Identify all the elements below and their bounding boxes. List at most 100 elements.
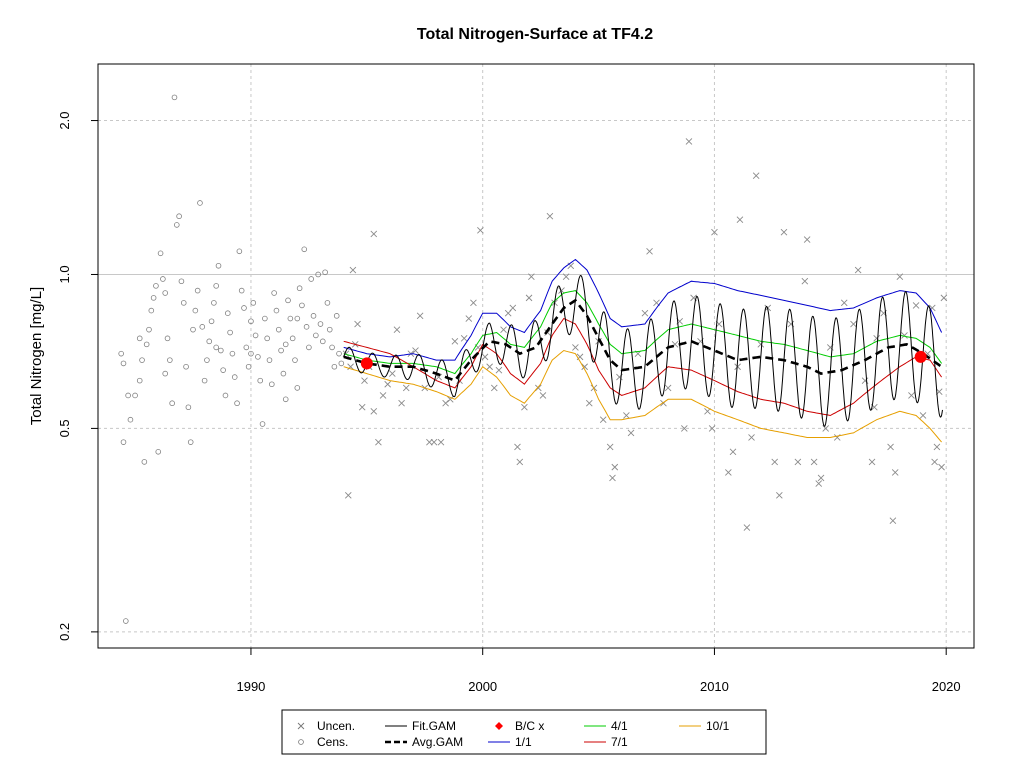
censored-point [231, 374, 238, 380]
censored-point [315, 271, 321, 278]
censored-point [213, 344, 219, 351]
censored-point [266, 357, 273, 363]
uncensored-point [539, 392, 547, 399]
uncensored-point [889, 517, 897, 524]
uncensored-point [822, 425, 830, 432]
uncensored-point [646, 247, 653, 255]
censored-point [132, 392, 138, 399]
censored-point [326, 326, 333, 333]
censored-point [338, 360, 345, 367]
censored-point [324, 300, 331, 306]
uncensored-point [736, 216, 744, 223]
curve-10-1 [343, 349, 942, 443]
plot-frame [97, 63, 975, 649]
uncensored-point [908, 392, 915, 399]
uncensored-point [623, 412, 630, 419]
censored-point [155, 449, 162, 455]
uncensored-point [776, 491, 783, 499]
uncensored-point [611, 463, 619, 471]
x-axis: 1990 2000 2010 2020 [236, 648, 961, 694]
uncensored-point [412, 347, 419, 354]
censored-point [224, 310, 231, 316]
censored-point [211, 300, 217, 306]
uncensored-point [451, 338, 459, 345]
censored-point [162, 370, 169, 377]
uncensored-point [460, 335, 468, 342]
censored-point [187, 439, 194, 445]
uncensored-point [801, 277, 809, 285]
uncensored-point [481, 353, 489, 361]
censored-point [275, 326, 282, 333]
y-tick-label: 0.5 [57, 419, 72, 437]
censored-point [280, 370, 287, 377]
uncensored-point [446, 395, 454, 403]
censored-point [310, 313, 317, 319]
censored-point [278, 347, 284, 354]
uncensored-point [398, 399, 405, 407]
curve-4-1 [343, 290, 943, 375]
uncensored-point [500, 326, 507, 333]
uncensored-point [868, 458, 876, 466]
censored-point [143, 341, 150, 348]
uncensored-point [919, 412, 927, 419]
censored-point [308, 276, 315, 282]
legend-box [281, 709, 767, 755]
censored-point [238, 287, 245, 294]
uncensored-point [803, 236, 811, 243]
uncensored-point [402, 384, 410, 392]
censored-point [141, 459, 148, 465]
uncensored-point [725, 469, 732, 476]
censored-point [199, 324, 206, 330]
uncensored-point [771, 458, 779, 466]
censored-point [229, 350, 236, 357]
censored-point [194, 287, 201, 294]
uncensored-point [349, 266, 357, 274]
censored-point [255, 354, 261, 360]
uncensored-point [854, 266, 862, 274]
censored-point [331, 363, 338, 370]
censored-point [197, 200, 203, 206]
uncensored-point [685, 138, 693, 145]
censored-point [333, 313, 340, 319]
uncensored-point [748, 434, 755, 441]
uncensored-point [354, 320, 361, 328]
baseline-point [914, 350, 927, 363]
uncensored-point [375, 438, 382, 446]
uncensored-point [599, 416, 607, 424]
censored-point [236, 248, 243, 255]
censored-point [285, 297, 291, 304]
censored-point [241, 305, 247, 311]
uncensored-points [342, 138, 948, 531]
censored-point [220, 367, 226, 373]
censored-point [303, 324, 310, 330]
censored-point [123, 618, 129, 624]
uncensored-point [442, 399, 449, 407]
legend-symbol-diamond [495, 722, 503, 730]
y-axis-label: Total Nitrogen [mg/L] [28, 287, 45, 425]
uncensored-point [810, 458, 818, 466]
uncensored-point [486, 363, 493, 371]
uncensored-point [743, 524, 751, 531]
uncensored-point [370, 407, 378, 415]
uncensored-point [887, 443, 894, 451]
censored-point [164, 335, 171, 342]
uncensored-point [850, 320, 857, 328]
legend-symbol-x [297, 722, 305, 730]
uncensored-point [521, 403, 528, 411]
chart-title: Total Nitrogen-Surface at TF4.2 [417, 26, 653, 43]
censored-point [162, 290, 169, 296]
censored-point [185, 404, 192, 411]
uncensored-point [576, 353, 584, 361]
uncensored-point [757, 341, 765, 348]
censored-point [336, 350, 342, 357]
uncensored-point [606, 443, 614, 451]
uncensored-point [379, 392, 387, 399]
uncensored-point [752, 172, 760, 180]
censored-point [301, 246, 308, 253]
legend-label: 1/1 [515, 735, 532, 749]
uncensored-point [358, 403, 366, 411]
uncensored-point [477, 226, 484, 234]
censored-point [125, 392, 131, 399]
censored-point [120, 360, 127, 367]
